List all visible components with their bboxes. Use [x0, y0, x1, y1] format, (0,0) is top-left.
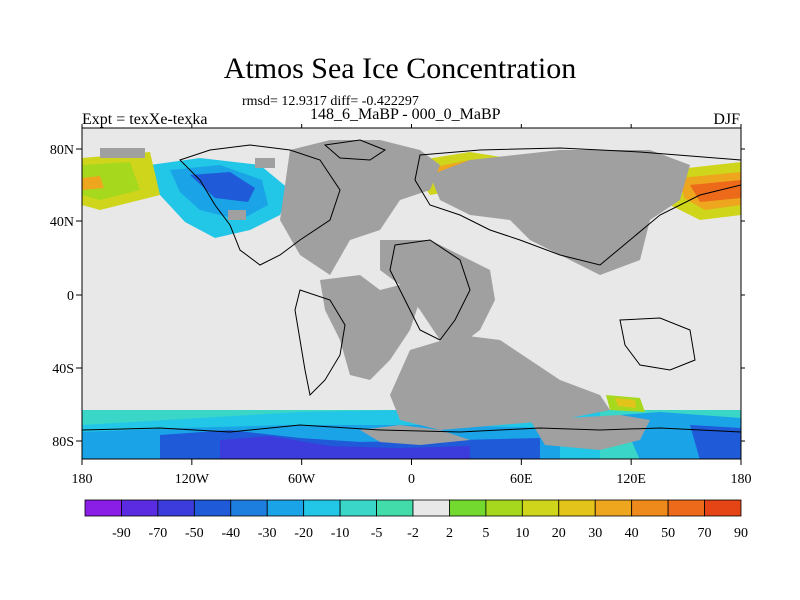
x-tick-label: 180 — [72, 472, 93, 487]
coastline-south-america — [294, 289, 346, 397]
antarctic-land-east — [530, 415, 650, 450]
colorbar-box — [667, 499, 705, 517]
coastline-north-america — [179, 144, 341, 266]
colorbar-label: -90 — [112, 526, 131, 541]
colorbar-label: -40 — [221, 526, 240, 541]
y-axis: 80N 40N 0 40S 80S — [50, 143, 745, 450]
npac-positive-west-inner — [82, 162, 140, 200]
antarctic-band-east-deep — [690, 425, 741, 459]
coastline-greenland — [323, 139, 387, 161]
colorbar-label: 40 — [625, 526, 639, 541]
x-tick-label: 0 — [408, 472, 415, 487]
colorbar-box — [303, 499, 341, 517]
x-axis: 180 120W 60W 0 60E 120E 180 — [72, 124, 752, 487]
colorbar-box — [704, 499, 742, 517]
colorbar-label: 70 — [698, 526, 712, 541]
colorbar-box — [558, 499, 596, 517]
stats-subtitle: rmsd= 12.9317 diff= -0.422297 — [242, 94, 419, 109]
x-tick-label: 60W — [288, 472, 316, 487]
colorbar-label: -70 — [149, 526, 168, 541]
colorbar-label: -50 — [185, 526, 204, 541]
x-tick-label: 120E — [616, 472, 646, 487]
coastline-australia — [619, 317, 696, 371]
antarctic-positive-core — [615, 398, 636, 408]
colorbar-label: -2 — [407, 526, 419, 541]
colorbar-label: 2 — [446, 526, 453, 541]
coastlines — [82, 139, 741, 433]
south-america-land — [320, 275, 420, 380]
colorbar-label: 50 — [661, 526, 675, 541]
page-title: Atmos Sea Ice Concentration — [223, 52, 577, 85]
colorbar-label: -20 — [294, 526, 313, 541]
colorbar-box — [266, 499, 305, 517]
coastline-africa — [389, 239, 471, 341]
colorbar-box — [521, 499, 560, 517]
antarctic-band-deepest — [220, 436, 470, 459]
y-tick-label: 80N — [50, 143, 74, 158]
colorbar-label: 20 — [552, 526, 566, 541]
period-label: 148_6_MaBP - 000_0_MaBP — [310, 106, 501, 123]
map-field — [82, 139, 741, 459]
y-tick-label: 0 — [67, 289, 74, 304]
arctic-island-land — [255, 158, 275, 168]
y-tick-label: 40S — [52, 362, 74, 377]
colorbar-label: -5 — [371, 526, 383, 541]
africa-land — [380, 240, 495, 345]
experiment-label: Expt = texXe-texka — [82, 111, 208, 128]
colorbar-box — [631, 499, 669, 517]
npac-positive-west-core — [82, 176, 104, 190]
npac-anomaly-core — [190, 172, 255, 202]
colorbar-label: 90 — [734, 526, 748, 541]
colorbar-box — [193, 499, 232, 517]
colorbar-box — [412, 499, 450, 517]
colorbar-label: 5 — [482, 526, 489, 541]
colorbar-box — [84, 499, 122, 517]
southern-land — [390, 335, 610, 430]
x-tick-label: 120W — [175, 472, 210, 487]
arctic-land-strip — [100, 148, 145, 158]
north-america-land — [280, 140, 440, 275]
colorbar-box — [485, 499, 523, 517]
colorbar-label: -30 — [258, 526, 277, 541]
x-tick-label: 180 — [731, 472, 752, 487]
colorbar-box — [449, 499, 487, 517]
colorbar-box — [339, 499, 377, 517]
colorbar-box — [376, 499, 414, 517]
coastline-eurasia — [414, 147, 741, 266]
colorbar-box — [594, 499, 633, 517]
coastline-antarctica — [82, 424, 741, 433]
colorbar-box — [121, 499, 159, 517]
y-tick-label: 40N — [50, 215, 74, 230]
colorbar: -90 -70 -50 -40 -30 -20 -10 -5 -2 2 5 10 20 30 40 50 70 9… — [84, 499, 748, 541]
season-label: DJF — [713, 111, 740, 128]
colorbar-box — [230, 499, 268, 517]
y-tick-label: 80S — [52, 435, 74, 450]
x-tick-label: 60E — [510, 472, 533, 487]
colorbar-label: 30 — [588, 526, 602, 541]
colorbar-label: 10 — [515, 526, 529, 541]
colorbar-box — [157, 499, 195, 517]
colorbar-label: -10 — [331, 526, 350, 541]
island-land — [228, 210, 246, 220]
